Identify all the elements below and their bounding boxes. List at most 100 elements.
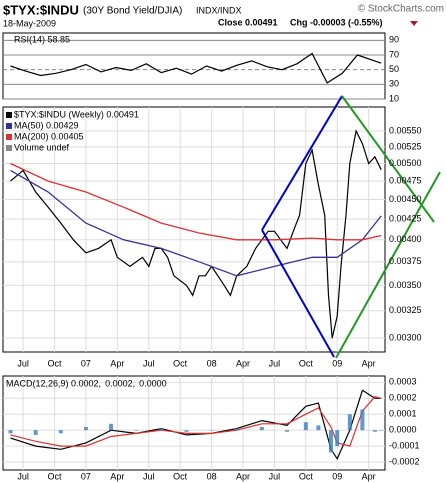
- legend-swatch: [6, 112, 12, 118]
- series-line: [10, 169, 382, 277]
- exchange: INDX/INDX: [196, 5, 242, 15]
- series-line: [10, 52, 382, 84]
- price-frame: [2, 106, 386, 353]
- x-tick-label: Oct: [299, 358, 314, 368]
- y-tick-label: 50: [389, 64, 399, 74]
- x-tick-label: 09: [332, 358, 342, 368]
- y-tick-label: 0.00350: [389, 280, 422, 290]
- y-tick-label: -0.0001: [389, 440, 420, 450]
- x-tick-label: 07: [81, 471, 91, 481]
- y-tick-label: 0.00475: [389, 175, 422, 185]
- y-tick-label: 0.00425: [389, 213, 422, 223]
- trendline: [261, 229, 335, 358]
- x-tick-label: 07: [81, 358, 91, 368]
- x-tick-label: Jul: [17, 358, 29, 368]
- description: (30Y Bond Yield/DJIA): [83, 6, 182, 17]
- change: Chg -0.00003 (-0.55%): [290, 17, 383, 27]
- y-tick-label: 0.0001: [389, 409, 417, 419]
- trendline: [335, 171, 441, 359]
- histogram-bar: [209, 430, 214, 431]
- y-tick-label: 0.00500: [389, 158, 422, 168]
- x-tick-label: Apr: [236, 358, 250, 368]
- legend-label: Volume undef: [14, 142, 70, 152]
- symbol: $TYX:$INDU: [3, 2, 79, 17]
- histogram-bar: [234, 428, 239, 431]
- x-tick-label: Apr: [362, 358, 376, 368]
- histogram-bar: [33, 430, 38, 435]
- y-tick-label: 0.00300: [389, 332, 422, 342]
- x-tick-label: 09: [332, 471, 342, 481]
- y-tick-label: 0.0002: [389, 393, 417, 403]
- y-tick-label: 30: [389, 79, 399, 89]
- trendlines: [261, 95, 441, 359]
- legend-label: 0.0002,: [105, 378, 135, 388]
- y-tick-label: 0.00325: [389, 305, 422, 315]
- series-line: [10, 396, 382, 447]
- legend-label: MA(200) 0.00405: [14, 131, 84, 141]
- x-tick-label: Jul: [17, 471, 29, 481]
- legend-label: MA(50) 0.00429: [14, 120, 79, 130]
- x-tick-label: 08: [207, 358, 217, 368]
- y-tick-label: 0.00375: [389, 256, 422, 266]
- legend-label: 0.0000: [139, 378, 167, 388]
- date: 18-May-2009: [3, 18, 56, 28]
- legend-swatch: [6, 145, 12, 151]
- histogram-bar: [328, 430, 333, 453]
- x-tick-label: Apr: [110, 471, 124, 481]
- y-tick-label: 0.00450: [389, 194, 422, 204]
- histogram-bar: [316, 425, 321, 431]
- histogram-bar: [8, 430, 13, 434]
- legend-label: $TYX:$INDU (Weekly) 0.00491: [14, 109, 139, 119]
- histogram-bar: [303, 422, 308, 431]
- y-tick-label: 0.00525: [389, 141, 422, 151]
- y-tick-label: 0.0003: [389, 377, 417, 387]
- x-tick-label: Apr: [110, 358, 124, 368]
- histogram-bar: [159, 428, 164, 431]
- x-tick-label: Oct: [48, 471, 63, 481]
- histogram-bar: [284, 430, 289, 432]
- close: Close 0.00491: [218, 17, 278, 27]
- histogram-bar: [360, 409, 365, 431]
- series-line: [10, 162, 382, 241]
- down-arrow: [410, 21, 418, 26]
- histogram-bar: [109, 423, 114, 431]
- histogram-bar: [379, 430, 384, 431]
- legend-label: MACD(12,26,9) 0.0002,: [6, 378, 101, 388]
- trendline: [261, 95, 343, 231]
- y-tick-label: -0.0002: [389, 456, 420, 466]
- macd-frame: [2, 375, 386, 471]
- histogram-bar: [134, 430, 139, 431]
- histogram-bar: [335, 430, 340, 447]
- histogram-bar: [184, 430, 189, 432]
- trendline: [341, 95, 435, 223]
- histogram-bar: [259, 426, 264, 431]
- x-tick-label: Jul: [143, 358, 155, 368]
- x-tick-label: Oct: [173, 471, 188, 481]
- x-tick-label: Apr: [362, 471, 376, 481]
- y-tick-label: 70: [389, 49, 399, 59]
- x-tick-label: Apr: [236, 471, 250, 481]
- y-tick-label: 10: [389, 93, 399, 103]
- source: © StockCharts.com: [358, 4, 444, 15]
- y-tick-label: 90: [389, 35, 399, 45]
- x-tick-label: Oct: [173, 358, 188, 368]
- panel-title: RSI(14) 58.85: [14, 34, 70, 44]
- legend-swatch: [6, 123, 12, 129]
- legend-swatch: [6, 134, 12, 140]
- x-tick-label: 08: [207, 471, 217, 481]
- series-line: [10, 129, 382, 339]
- histogram-bar: [347, 414, 352, 431]
- x-tick-label: Jul: [269, 471, 281, 481]
- x-tick-label: Oct: [48, 358, 63, 368]
- x-tick-label: Jul: [143, 471, 155, 481]
- histogram-bar: [58, 430, 63, 434]
- x-tick-label: Oct: [299, 471, 314, 481]
- series-line: [10, 389, 382, 461]
- y-tick-label: 0.00400: [389, 234, 422, 244]
- histogram-bar: [83, 426, 88, 431]
- x-tick-label: Jul: [269, 358, 281, 368]
- y-tick-label: 0.0000: [389, 425, 417, 435]
- y-tick-label: 0.00550: [389, 125, 422, 135]
- histogram-bar: [372, 430, 377, 432]
